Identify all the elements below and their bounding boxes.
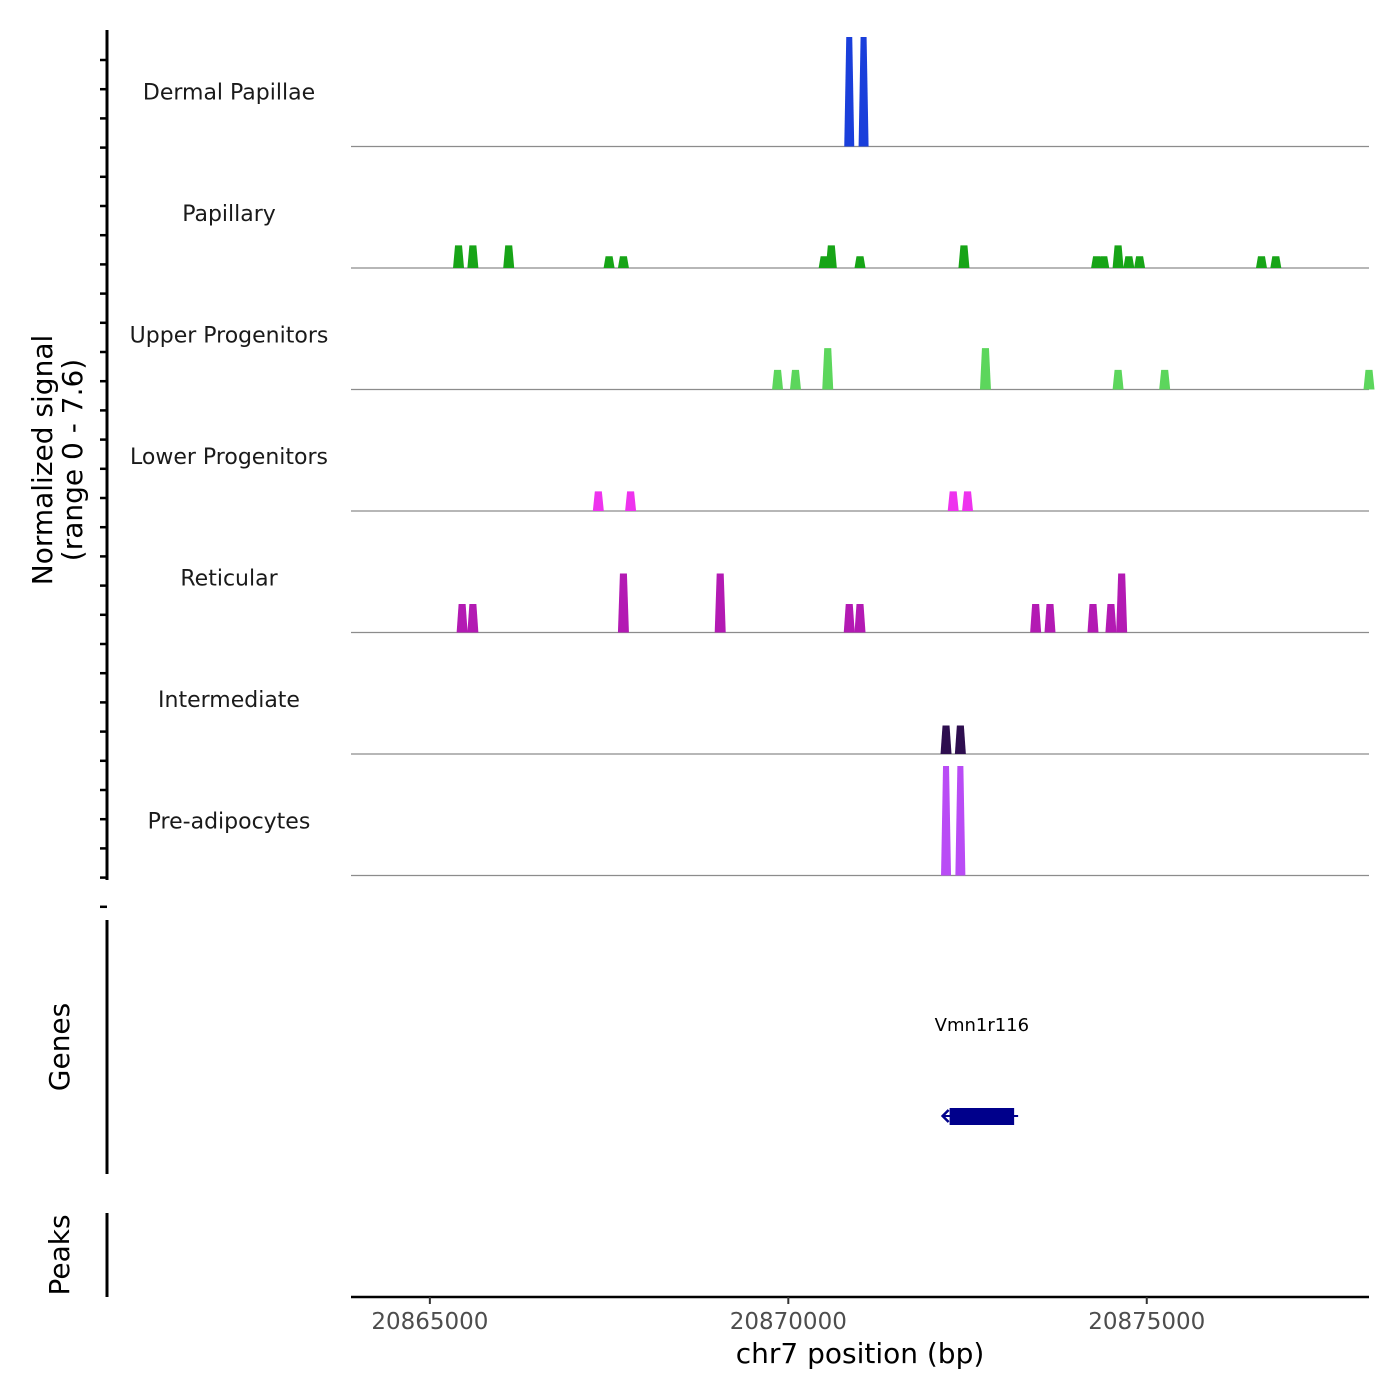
signal-peak [772,369,784,390]
signal-peak [955,766,966,876]
track-label: Reticular [180,567,278,592]
signal-axis-title-line2: (range 0 - 7.6) [56,359,89,561]
signal-peak [962,491,974,511]
track-dermal-papillae: Dermal Papillae [143,37,1369,148]
signal-peak [625,491,637,511]
signal-peak [1123,256,1135,268]
signal-peak [844,37,855,147]
signal-peak [617,256,629,268]
signal-peak [1255,256,1267,268]
signal-peak [854,256,866,268]
signal-peak [467,245,479,268]
track-pre-adipocytes: Pre-adipocytes [148,766,1369,877]
signal-peak [858,37,869,147]
signal-peak [1044,603,1056,633]
track-label: Lower Progenitors [130,445,328,470]
signal-peak [979,348,991,390]
track-lower-progenitors: Lower Progenitors [130,445,1369,512]
x-axis-title: chr7 position (bp) [736,1337,985,1370]
signal-tracks: Dermal Papillae Papillary Upper Progenitor… [130,37,1375,877]
gene-track: Vmn1r116 [935,1015,1029,1125]
gene-label: Vmn1r116 [935,1015,1029,1036]
x-tick-label: 20870000 [730,1309,847,1335]
signal-peak [1159,369,1171,390]
signal-peak [467,603,479,633]
signal-peak [1112,369,1124,390]
signal-peak [1363,369,1375,390]
x-tick-label: 20865000 [371,1309,488,1335]
signal-peak [822,348,834,390]
track-upper-progenitors: Upper Progenitors [130,324,1375,391]
signal-peak [940,725,952,754]
signal-peak [1270,256,1282,268]
x-axis: 20865000 20870000 20875000 [371,1297,1205,1335]
x-tick-label: 20875000 [1088,1309,1205,1335]
signal-peak [947,491,959,511]
signal-peak [941,766,952,876]
signal-peak [843,603,855,633]
gene-body [949,1108,1015,1125]
track-intermediate: Intermediate [158,688,1369,755]
signal-peak [954,725,966,754]
gene-strand-arrow [940,1109,950,1123]
signal-peak [592,491,604,511]
signal-peak [1134,256,1146,268]
track-reticular: Reticular [180,567,1369,634]
signal-peak [456,603,468,633]
genes-axis-title: Genes [43,1003,76,1091]
signal-axis [100,30,109,909]
signal-peak [617,573,629,633]
signal-peak [453,245,465,268]
signal-peak [1098,256,1110,268]
track-label: Papillary [182,202,276,227]
signal-peak [789,369,801,390]
track-papillary: Papillary [182,202,1369,269]
signal-peak [825,245,837,268]
signal-peak [1105,603,1117,633]
track-label: Pre-adipocytes [148,810,311,835]
signal-peak [714,573,726,633]
signal-axis-title-line1: Normalized signal [26,335,59,586]
signal-peak [1116,573,1128,633]
peaks-axis-title: Peaks [43,1214,76,1295]
track-label: Intermediate [158,688,300,713]
track-label: Dermal Papillae [143,81,315,106]
signal-peak [1112,245,1124,268]
signal-peak [854,603,866,633]
signal-peak [503,245,515,268]
signal-peak [1087,603,1099,633]
signal-peak [1030,603,1042,633]
track-label: Upper Progenitors [130,324,329,349]
signal-peak [603,256,615,268]
signal-peak [958,245,970,268]
